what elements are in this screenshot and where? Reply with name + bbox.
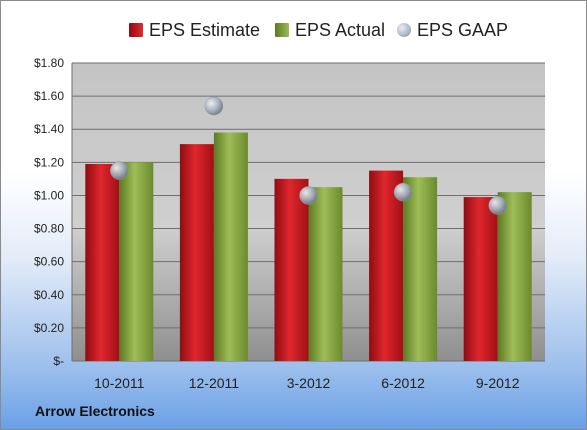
bar-eps-actual xyxy=(403,177,438,361)
x-category-label: 3-2012 xyxy=(287,375,331,391)
bar-eps-estimate xyxy=(369,170,404,361)
legend-item-eps-estimate: EPS Estimate xyxy=(129,15,260,45)
bar-eps-actual xyxy=(119,162,154,361)
bar-eps-actual xyxy=(497,192,532,361)
bar-eps-estimate xyxy=(274,178,309,361)
legend-item-eps-actual: EPS Actual xyxy=(275,15,385,45)
y-tick-label: $1.40 xyxy=(34,122,64,136)
y-tick-label: $1.80 xyxy=(34,56,64,70)
bar-eps-estimate xyxy=(179,144,214,361)
y-tick-label: $0.80 xyxy=(34,222,64,236)
legend-label-eps-estimate: EPS Estimate xyxy=(149,19,261,40)
marker-eps-gaap xyxy=(393,182,413,202)
legend-swatch-eps-actual xyxy=(275,23,289,37)
legend-item-eps-gaap: EPS GAAP xyxy=(397,15,508,45)
marker-eps-gaap xyxy=(299,186,318,205)
company-name: Arrow Electronics xyxy=(35,403,155,419)
x-category-label: 9-2012 xyxy=(476,375,520,391)
marker-eps-gaap xyxy=(110,161,129,180)
x-category-label: 10-2011 xyxy=(94,375,145,391)
legend-swatch-eps-estimate xyxy=(129,23,143,37)
legend-label-eps-actual: EPS Actual xyxy=(295,19,386,40)
legend-swatch-eps-gaap xyxy=(397,23,411,37)
marker-eps-gaap xyxy=(204,96,224,116)
legend: EPS Estimate EPS Actual EPS GAAP xyxy=(1,15,586,45)
y-tick-label: $- xyxy=(53,354,64,368)
y-tick-label: $1.60 xyxy=(34,89,64,103)
y-tick-label: $0.60 xyxy=(34,255,64,269)
bar-eps-actual xyxy=(308,187,343,361)
y-tick-label: $1.20 xyxy=(34,155,64,169)
legend-label-eps-gaap: EPS GAAP xyxy=(417,19,509,40)
bar-eps-actual xyxy=(213,132,248,361)
y-tick-label: $1.00 xyxy=(34,188,64,202)
x-category-label: 6-2012 xyxy=(381,375,425,391)
x-category-label: 12-2011 xyxy=(189,375,240,391)
y-tick-label: $0.40 xyxy=(34,288,64,302)
bar-eps-estimate xyxy=(85,163,120,361)
marker-eps-gaap xyxy=(488,196,507,215)
bar-eps-estimate xyxy=(463,197,498,361)
y-tick-label: $0.20 xyxy=(34,321,64,335)
